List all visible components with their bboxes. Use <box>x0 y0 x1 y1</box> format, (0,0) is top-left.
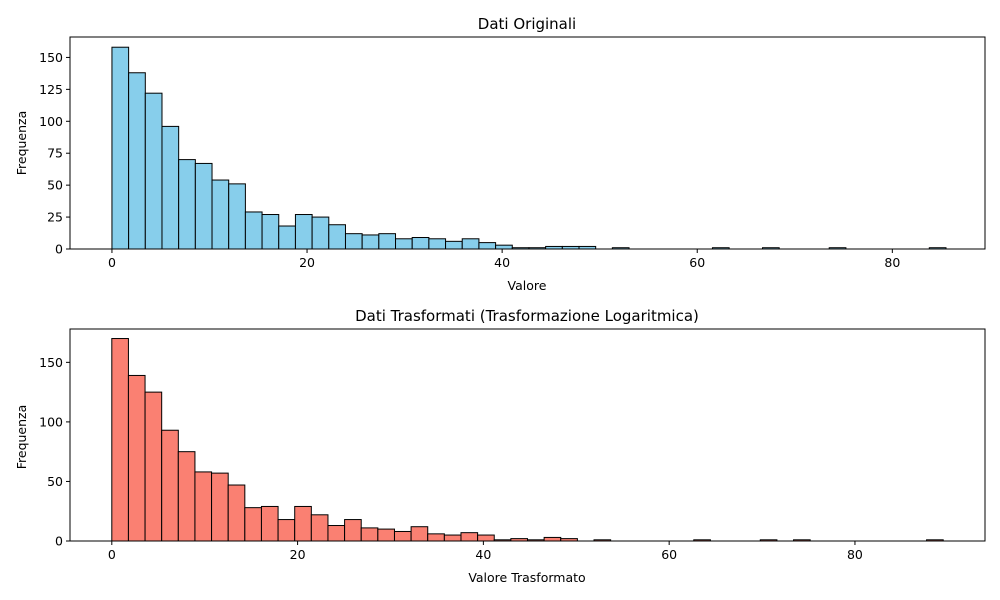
y-tick-label: 50 <box>47 178 63 193</box>
histogram-bar <box>393 530 412 542</box>
chart-title: Dati Originali <box>478 15 576 33</box>
histogram-bar <box>111 338 129 542</box>
bars-layer <box>111 46 947 250</box>
histogram-bar <box>327 525 346 542</box>
x-tick-label: 80 <box>847 547 863 562</box>
histogram-bar <box>244 507 262 542</box>
histogram-bar <box>461 238 480 250</box>
histogram-bar <box>144 92 163 250</box>
x-tick-label: 0 <box>108 547 116 562</box>
histogram-bar <box>378 233 397 250</box>
y-ticks: 0 50 100 150 <box>39 355 70 549</box>
histogram-bar <box>410 526 429 542</box>
x-ticks: 0 20 40 60 80 <box>108 541 863 562</box>
histogram-bar <box>543 536 562 542</box>
histogram-bar <box>311 216 330 250</box>
histogram-bar <box>111 46 130 250</box>
x-tick-label: 20 <box>290 547 306 562</box>
y-tick-label: 50 <box>47 474 63 489</box>
histogram-bar <box>177 451 196 542</box>
y-axis-label: Frequenza <box>14 111 29 176</box>
x-axis-label: Valore Trasformato <box>468 570 585 585</box>
y-tick-label: 100 <box>39 114 63 129</box>
histogram-bar <box>427 533 445 542</box>
histogram-original: Dati Originali 0 20 40 60 80 0 25 50 75 100 125 15… <box>14 15 986 293</box>
histogram-bar <box>278 225 296 250</box>
y-tick-label: 25 <box>47 210 63 225</box>
histogram-bar <box>194 471 213 542</box>
x-tick-label: 80 <box>884 255 900 270</box>
y-tick-label: 75 <box>47 146 63 161</box>
y-tick-label: 100 <box>39 414 63 429</box>
histogram-bar <box>194 162 213 250</box>
histogram-bar <box>244 211 263 250</box>
histogram-bar <box>344 233 363 250</box>
histogram-bar <box>460 532 479 542</box>
histogram-bar <box>211 179 230 250</box>
histogram-bar <box>211 472 229 542</box>
y-tick-label: 125 <box>39 82 63 97</box>
histogram-bar <box>443 534 462 542</box>
histogram-bar <box>328 224 346 250</box>
histogram-bar <box>277 519 296 542</box>
histogram-bar <box>128 72 146 250</box>
histogram-bar <box>127 374 146 542</box>
histogram-bar <box>477 534 495 542</box>
y-tick-label: 150 <box>39 50 63 65</box>
x-tick-label: 20 <box>299 255 315 270</box>
x-tick-label: 40 <box>475 547 491 562</box>
histogram-transformed: Dati Trasformati (Trasformazione Logarit… <box>14 307 986 585</box>
x-tick-label: 0 <box>108 255 116 270</box>
histogram-bar <box>294 214 313 250</box>
histogram-bar <box>161 125 180 250</box>
histogram-bar <box>228 183 246 250</box>
histogram-bar <box>294 505 312 542</box>
histogram-bar <box>344 519 362 542</box>
y-tick-label: 0 <box>55 242 63 257</box>
histogram-bar <box>261 214 280 250</box>
histogram-bar <box>361 234 380 250</box>
histogram-bar <box>411 237 430 250</box>
histogram-bar <box>161 429 179 542</box>
y-tick-label: 150 <box>39 355 63 370</box>
x-tick-label: 60 <box>689 255 705 270</box>
x-axis-label: Valore <box>508 278 547 293</box>
y-tick-label: 0 <box>55 534 63 549</box>
histogram-bar <box>377 528 395 542</box>
histogram-bar <box>478 242 497 250</box>
bars-layer <box>111 338 944 542</box>
histogram-bar <box>144 391 163 542</box>
histogram-bar <box>227 484 246 542</box>
chart-title: Dati Trasformati (Trasformazione Logarit… <box>355 307 699 325</box>
plot-frame <box>69 328 986 542</box>
x-tick-label: 40 <box>494 255 510 270</box>
histogram-bar <box>395 238 413 250</box>
histogram-bar <box>178 159 196 250</box>
histogram-bar <box>360 527 379 542</box>
y-ticks: 0 25 50 75 100 125 150 <box>39 50 70 257</box>
plot-frame <box>69 36 986 250</box>
histogram-bar <box>260 505 279 542</box>
x-ticks: 0 20 40 60 80 <box>108 249 900 270</box>
y-axis-label: Frequenza <box>14 405 29 470</box>
histogram-bar <box>495 244 513 250</box>
x-tick-label: 60 <box>661 547 677 562</box>
histogram-bar <box>310 514 329 542</box>
histogram-bar <box>445 240 463 250</box>
histogram-bar <box>428 238 447 250</box>
